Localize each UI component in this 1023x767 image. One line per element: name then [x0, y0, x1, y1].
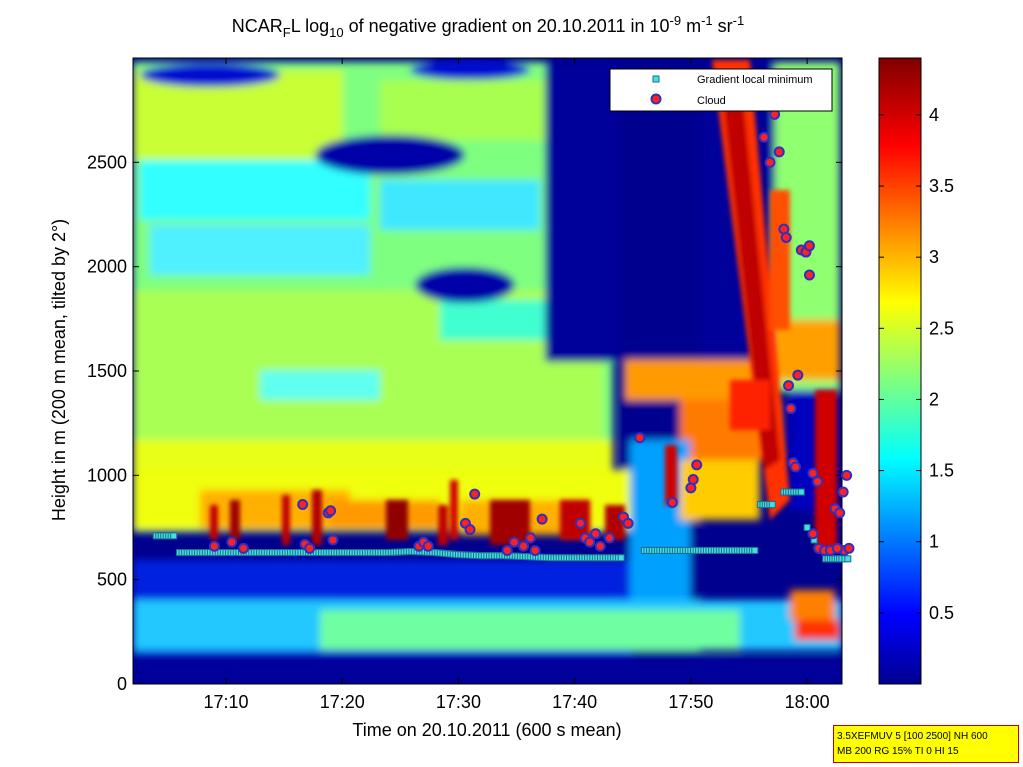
- minimum-point: [751, 546, 759, 554]
- colorbar-tick-label: 3.5: [929, 176, 954, 196]
- y-tick-label: 1000: [87, 465, 127, 485]
- legend-marker-minimum: [652, 75, 660, 83]
- legend: Gradient local minimum Cloud: [609, 68, 833, 112]
- cloud-point: [604, 532, 616, 544]
- cloud-point: [837, 486, 849, 498]
- colorbar-tick-label: 4: [929, 105, 939, 125]
- legend-label-cloud: Cloud: [697, 95, 726, 107]
- y-tick-label: 0: [117, 674, 127, 694]
- colorbar-tick-label: 2.5: [929, 318, 954, 338]
- legend-marker-cloud: [650, 93, 662, 105]
- cloud-point: [807, 467, 819, 479]
- cloud-point: [325, 505, 337, 517]
- cloud-point: [584, 536, 596, 548]
- x-tick-label: 17:30: [436, 692, 481, 712]
- cloud-point: [783, 380, 795, 392]
- x-tick-label: 17:50: [668, 692, 713, 712]
- cloud-point: [780, 231, 792, 243]
- cloud-point: [518, 540, 530, 552]
- series-cloud: [208, 108, 855, 556]
- heatmap-field: [133, 58, 842, 684]
- colorbar: [878, 57, 922, 685]
- minimum-point: [797, 488, 805, 496]
- cloud-point: [422, 540, 434, 552]
- cloud-point: [237, 542, 249, 554]
- cloud-point: [327, 534, 339, 546]
- info-line-1: 3.5XEFMUV 5 [100 2500] NH 600: [837, 731, 988, 742]
- cloud-point: [792, 369, 804, 381]
- colorbar-tick-label: 0.5: [929, 603, 954, 623]
- chart-title: NCARFL log10 of negative gradient on 20.…: [232, 13, 744, 40]
- series-gradient-local-minimum: [152, 488, 852, 563]
- cloud-point: [208, 540, 220, 552]
- cloud-point: [634, 432, 646, 444]
- cloud-point: [594, 540, 606, 552]
- cloud-point: [785, 403, 797, 415]
- legend-label-minimum: Gradient local minimum: [697, 74, 813, 86]
- colorbar-tick-label: 1: [929, 532, 939, 552]
- info-box: 3.5XEFMUV 5 [100 2500] NH 600 MB 200 RG …: [833, 725, 1019, 763]
- minimum-point: [803, 524, 811, 531]
- x-tick-label: 17:20: [320, 692, 365, 712]
- x-tick-label: 17:10: [203, 692, 248, 712]
- cloud-point: [304, 542, 316, 554]
- cloud-point: [843, 542, 855, 554]
- cloud-point: [622, 517, 634, 529]
- minimum-point: [617, 554, 625, 562]
- cloud-point: [464, 524, 476, 536]
- cloud-point: [687, 474, 699, 486]
- cloud-point: [764, 156, 776, 168]
- colorbar-tick-label: 1.5: [929, 461, 954, 481]
- info-line-2: MB 200 RG 15% TI 0 HI 15: [837, 746, 959, 757]
- y-axis: 0 500 1000 1500 2000 2500: [87, 152, 842, 694]
- cloud-point: [803, 269, 815, 281]
- cloud-point: [574, 517, 586, 529]
- cloud-point: [834, 507, 846, 519]
- colorbar-tick-label: 2: [929, 389, 939, 409]
- y-tick-label: 1500: [87, 361, 127, 381]
- y-tick-label: 2500: [87, 152, 127, 172]
- cloud-point: [831, 542, 843, 554]
- minimum-point: [844, 555, 852, 563]
- colorbar-ticks: 0.5 1 1.5 2 2.5 3 3.5 4: [879, 105, 954, 623]
- cloud-point: [508, 536, 520, 548]
- cloud-point: [666, 496, 678, 508]
- colorbar-tick-label: 3: [929, 247, 939, 267]
- cloud-point: [773, 146, 785, 158]
- cloud-point: [469, 488, 481, 500]
- cloud-point: [529, 544, 541, 556]
- y-tick-label: 2000: [87, 257, 127, 277]
- y-tick-label: 500: [97, 570, 127, 590]
- cloud-point: [297, 499, 309, 511]
- x-tick-label: 17:40: [552, 692, 597, 712]
- cloud-point: [841, 469, 853, 481]
- cloud-point: [758, 131, 770, 143]
- x-tick-label: 18:00: [785, 692, 830, 712]
- cloud-point: [812, 476, 824, 488]
- cloud-point: [803, 240, 815, 252]
- cloud-point: [807, 528, 819, 540]
- cloud-point: [590, 528, 602, 540]
- minimum-point: [768, 501, 776, 509]
- minimum-point: [170, 532, 178, 540]
- cloud-point: [536, 513, 548, 525]
- x-axis-label: Time on 20.10.2011 (600 s mean): [352, 720, 621, 740]
- cloud-point: [226, 536, 238, 548]
- legend-box: [609, 68, 833, 112]
- cloud-point: [501, 544, 513, 556]
- cloud-point: [790, 461, 802, 473]
- cloud-point: [691, 459, 703, 471]
- cloud-point: [525, 532, 537, 544]
- y-axis-label: Height in m (200 m mean, tilted by 2°): [49, 219, 69, 521]
- x-axis: 17:10 17:20 17:30 17:40 17:50 18:00: [203, 58, 830, 712]
